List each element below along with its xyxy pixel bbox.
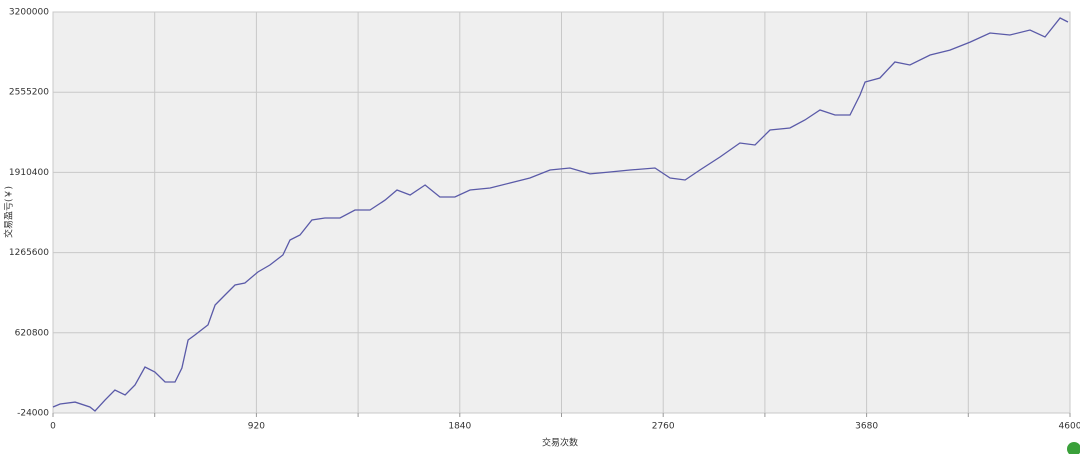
x-tick-label: 1840: [448, 422, 471, 432]
y-tick-label: 620800: [15, 328, 50, 338]
y-tick-label: 1910400: [9, 168, 49, 178]
y-axis-title: 交易盈亏(￥): [3, 186, 15, 238]
x-tick-label: 4600: [1059, 422, 1080, 432]
y-tick-label: 1265600: [9, 248, 49, 258]
x-tick-label: 920: [248, 422, 265, 432]
logo-icon: [1067, 442, 1080, 454]
y-tick-label: 2555200: [9, 88, 49, 98]
y-tick-label: -24000: [17, 409, 49, 419]
y-tick-label: 3200000: [9, 8, 49, 18]
x-tick-label: 2760: [652, 422, 675, 432]
line-series: [52, 17, 1069, 412]
x-tick-label: 3680: [855, 422, 878, 432]
x-axis-title: 交易次数: [542, 437, 578, 449]
x-tick-label: 0: [50, 422, 56, 432]
